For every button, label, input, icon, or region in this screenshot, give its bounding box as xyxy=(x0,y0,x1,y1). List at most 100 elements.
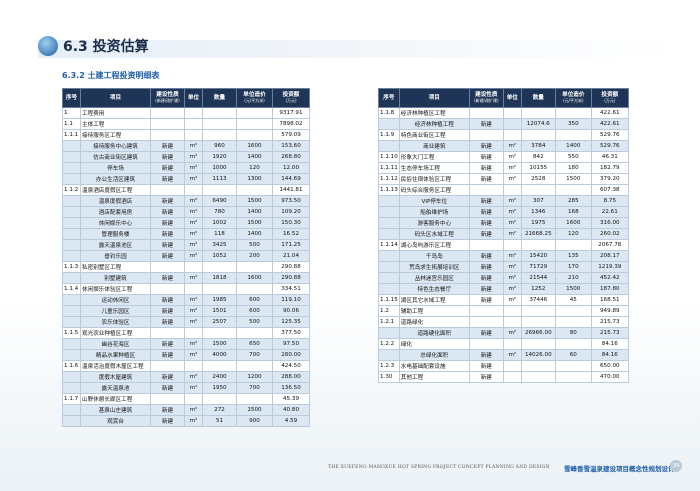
footer-chinese: 雪峰香雪温泉建设项目概念性规划设计 xyxy=(564,465,675,473)
table-cell: m² xyxy=(184,316,203,328)
header-cell: 单位造价 (元/平方米) xyxy=(236,88,273,108)
table-cell: m² xyxy=(184,239,203,251)
table-cell: 总绿化面积 xyxy=(398,349,470,361)
table-cell: 1.2.1 xyxy=(378,316,400,328)
table-cell: 新建 xyxy=(150,272,185,284)
table-cell: 道路绿化 xyxy=(398,316,470,328)
header-text: 序号 xyxy=(65,94,78,101)
table-cell: 71729 xyxy=(520,261,556,273)
table-cell xyxy=(184,184,203,196)
table-cell xyxy=(184,118,203,130)
table-cell: m² xyxy=(184,338,203,350)
table-cell: 1.1.6 xyxy=(62,360,81,372)
table-cell: m² xyxy=(502,349,522,361)
table-cell: 接待服务中心建筑 xyxy=(80,140,151,152)
table-cell: 1818 xyxy=(202,272,237,284)
table-cell: m² xyxy=(184,382,203,394)
table-cell: 949.89 xyxy=(590,305,629,317)
table-cell: 1.1.2 xyxy=(62,184,81,196)
table-cell: 新建 xyxy=(468,195,504,207)
table-cell: 1.1 xyxy=(62,118,81,130)
table-cell: 307 xyxy=(520,195,556,207)
table-cell: 新建 xyxy=(150,173,185,185)
table-cell: 温泉酒店度假区工程 xyxy=(80,184,151,196)
table-cell: 1920 xyxy=(202,151,237,163)
header-text: 项目 xyxy=(428,94,440,101)
footer-english: THE XUEFENG MANGXUE HOT SPRING PROJECT C… xyxy=(328,465,550,470)
investment-table: 序号 项目 建设性质 (新建/改扩建) 单位 数量 单位造价 (元/平方米) 投资额 (万元) 1.… xyxy=(378,88,629,383)
header-cell: 投资额 (万元) xyxy=(590,88,629,108)
header-text: 数量 xyxy=(532,94,544,101)
table-cell: m² xyxy=(184,140,203,152)
table-cell: 1.1.1 xyxy=(62,129,81,141)
table-cell: 973.50 xyxy=(272,195,310,207)
header-cell: 投资额 (万元) xyxy=(272,88,310,108)
table-cell xyxy=(502,338,522,350)
table-cell xyxy=(62,217,81,229)
table-cell: 经济林种植区工程 xyxy=(398,107,470,119)
table-row: 码头区水域工程 新建 m² 21668.25 120 260.02 xyxy=(378,228,629,240)
table-row: 甚泉山庄建筑 新建 m² 272 1500 40.80 xyxy=(62,404,310,416)
table-cell: 10155 xyxy=(520,162,556,174)
table-cell xyxy=(62,195,81,207)
table-cell: 特色生态餐厅 xyxy=(398,283,470,295)
table-cell xyxy=(202,393,237,405)
table-cell: 22.61 xyxy=(590,206,629,218)
table-cell: 露天温泉池区 xyxy=(80,239,151,251)
table-cell: m² xyxy=(184,206,203,218)
investment-table: 序号 项目 建设性质 (新建/改扩建) 单位 数量 单位造价 (元/平方米) 投资额 (万元) 1 工… xyxy=(62,88,310,427)
table-cell: 4000 xyxy=(202,349,237,361)
table-row: 商业建筑 新建 m² 3784 1400 529.76 xyxy=(378,140,629,152)
table-cell: 停车场 xyxy=(80,162,151,174)
table-cell: 经济林种植工程 xyxy=(398,118,470,130)
table-cell: 118 xyxy=(202,228,237,240)
table-cell: 60 xyxy=(554,349,592,361)
table-cell: m² xyxy=(502,272,522,284)
table-row: 1.1.2 温泉酒店度假区工程 1441.81 xyxy=(62,184,310,196)
table-cell: 仿古商业街区建筑 xyxy=(80,151,151,163)
table-cell: 1441.81 xyxy=(272,184,310,196)
table-cell: 1.2.3 xyxy=(378,360,400,372)
table-cell: 辅助工程 xyxy=(398,305,470,317)
table-cell: 1219.39 xyxy=(590,261,629,273)
table-cell: 90.06 xyxy=(272,305,310,317)
table-cell xyxy=(62,206,81,218)
table-cell: 1600 xyxy=(554,217,592,229)
table-cell xyxy=(62,173,81,185)
table-row: 休闲娱乐中心 新建 m² 1002 1500 150.30 xyxy=(62,217,310,229)
table-cell: 1.1.10 xyxy=(378,151,400,163)
table-cell: 650 xyxy=(236,338,273,350)
table-cell: 600 xyxy=(236,305,273,317)
table-cell: 182.79 xyxy=(590,162,629,174)
table-cell: 1.1.13 xyxy=(378,184,400,196)
table-cell: 422.61 xyxy=(590,118,629,130)
table-cell: 1400 xyxy=(236,228,273,240)
table-cell xyxy=(236,107,273,119)
table-cell: m² xyxy=(184,294,203,306)
table-cell xyxy=(150,184,185,196)
table-cell: 1.1.4 xyxy=(62,283,81,295)
table-row: 千岛岛 新建 m² 15420 135 208.17 xyxy=(378,250,629,262)
table-cell: 儿童乐园区 xyxy=(80,305,151,317)
table-row: 1.1.9 特色商业街区工程 529.76 xyxy=(378,129,629,141)
table-cell: 新建 xyxy=(468,294,504,306)
table-cell xyxy=(502,129,522,141)
table-cell: 607.38 xyxy=(590,184,629,196)
table-cell xyxy=(62,338,81,350)
header-cell: 数量 xyxy=(202,88,237,108)
table-cell xyxy=(502,184,522,196)
table-cell: 109.20 xyxy=(272,206,310,218)
table-cell: 529.76 xyxy=(590,140,629,152)
header-text: 建设性质 xyxy=(156,92,179,99)
header-text: 单位 xyxy=(187,94,200,101)
table-cell xyxy=(62,239,81,251)
table-row: 1.1.14 湖心岛屿游乐区工程 2067.78 xyxy=(378,239,629,251)
table-cell: 新建 xyxy=(468,118,504,130)
table-cell: 1346 xyxy=(520,206,556,218)
table-row: 道路硬化面积 新建 m² 26966.00 80 215.73 xyxy=(378,327,629,339)
table-row: 1.2.3 水电基础配套设施 新建 650.00 xyxy=(378,360,629,372)
table-cell xyxy=(236,261,273,273)
table-cell xyxy=(502,316,522,328)
table-cell: 游客服务中心 xyxy=(398,217,470,229)
table-row: 1.1 主体工程 7898.02 xyxy=(62,118,310,130)
